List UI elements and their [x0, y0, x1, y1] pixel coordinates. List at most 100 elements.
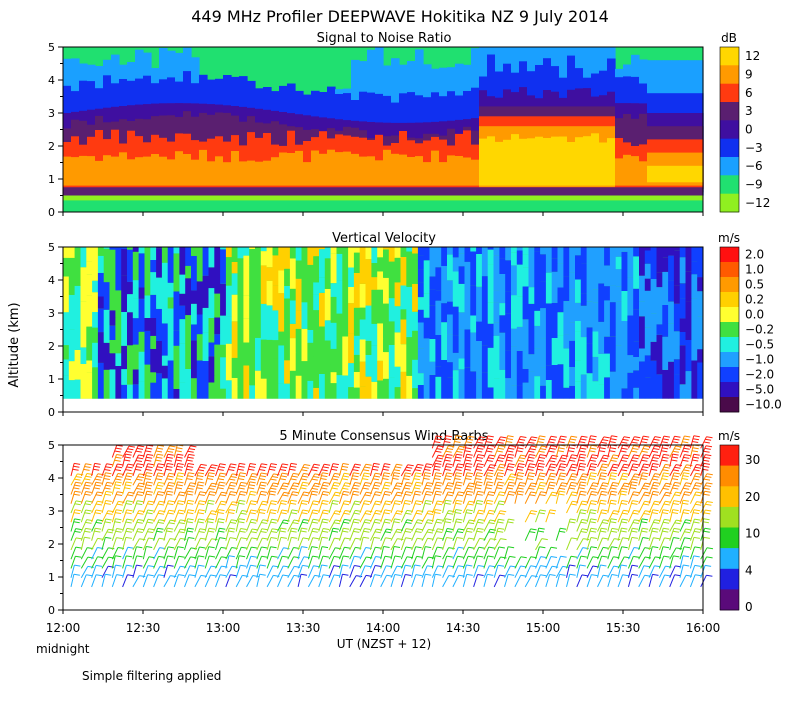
- velocity-cell: [587, 360, 593, 373]
- wind-barb: [484, 566, 495, 578]
- snr-cell: [615, 158, 624, 185]
- wind-barb: [649, 520, 660, 532]
- velocity-cell: [325, 247, 331, 258]
- colorbar-label: 9: [745, 68, 753, 82]
- velocity-cell: [546, 303, 552, 336]
- snr-cell: [479, 139, 488, 186]
- velocity-cell: [331, 297, 337, 323]
- velocity-cell: [168, 309, 174, 325]
- velocity-cell: [523, 268, 529, 287]
- wind-barb: [123, 547, 134, 559]
- velocity-cell: [657, 324, 663, 335]
- velocity-cell: [401, 247, 407, 257]
- wind-barb: [556, 483, 568, 495]
- velocity-cell: [86, 373, 92, 399]
- velocity-cell: [366, 280, 372, 306]
- velocity-cell: [133, 318, 139, 345]
- velocity-cell: [401, 309, 407, 319]
- wind-barb: [598, 500, 607, 513]
- wind-barb: [505, 566, 517, 578]
- velocity-cell: [430, 290, 436, 306]
- snr-cell: [591, 133, 600, 185]
- wind-barb: [257, 556, 268, 568]
- velocity-cell: [494, 323, 500, 336]
- velocity-cell: [627, 355, 633, 373]
- velocity-cell: [383, 352, 389, 379]
- velocity-cell: [342, 376, 348, 399]
- velocity-cell: [174, 253, 180, 291]
- figure-title: 449 MHz Profiler DEEPWAVE Hokitika NZ 9 …: [191, 7, 609, 26]
- velocity-cell: [197, 334, 203, 360]
- colorbar-label: 20: [745, 490, 760, 504]
- velocity-cell: [121, 385, 127, 399]
- velocity-cell: [325, 258, 331, 270]
- velocity-cell: [174, 377, 180, 389]
- velocity-cell: [156, 373, 162, 399]
- snr-cell: [191, 160, 200, 186]
- velocity-cell: [406, 376, 412, 399]
- velocity-cell: [505, 260, 511, 292]
- wind-barb: [546, 575, 556, 587]
- wind-barb: [205, 547, 215, 560]
- velocity-cell: [366, 259, 372, 279]
- velocity-cell: [645, 328, 651, 356]
- wind-barb: [587, 510, 596, 523]
- y-tick-label: 4: [48, 74, 55, 87]
- wind-barb: [432, 463, 441, 476]
- velocity-cell: [185, 247, 191, 266]
- wind-barb: [432, 574, 441, 587]
- velocity-cell: [540, 386, 546, 399]
- velocity-cell: [453, 272, 459, 307]
- velocity-cell: [209, 247, 215, 267]
- wind-barb: [494, 575, 506, 587]
- wind-barb: [494, 511, 506, 523]
- velocity-cell: [482, 247, 488, 276]
- velocity-cell: [465, 293, 471, 329]
- velocity-cell: [354, 336, 360, 355]
- snr-cell: [343, 152, 352, 186]
- wind-barb: [567, 574, 576, 587]
- snr-cell: [375, 160, 384, 185]
- velocity-cell: [488, 250, 494, 265]
- velocity-cell: [255, 338, 261, 371]
- wind-barb: [670, 501, 680, 513]
- velocity-cell: [575, 361, 581, 382]
- velocity-cell: [494, 290, 500, 303]
- wind-barb: [112, 575, 122, 587]
- velocity-cell: [104, 249, 110, 282]
- velocity-cell: [325, 289, 331, 320]
- snr-cell: [423, 162, 432, 186]
- velocity-cell: [575, 247, 581, 255]
- y-tick-label: 1: [48, 373, 55, 386]
- velocity-cell: [430, 247, 436, 276]
- wind-barb: [226, 575, 237, 587]
- velocity-cell: [127, 282, 133, 294]
- y-tick-label: 0: [48, 206, 55, 219]
- wind-barb: [401, 575, 411, 587]
- velocity-cell: [267, 340, 273, 372]
- y-tick-label: 4: [48, 472, 55, 485]
- velocity-cell: [453, 307, 459, 336]
- velocity-cell: [174, 389, 180, 399]
- velocity-cell: [441, 266, 447, 303]
- velocity-cell: [505, 378, 511, 399]
- wind-barb: [598, 520, 610, 532]
- snr-cell: [103, 155, 112, 185]
- velocity-cell: [267, 306, 273, 340]
- velocity-cell: [290, 300, 296, 324]
- velocity-cell: [412, 360, 418, 388]
- velocity-cell: [98, 273, 104, 297]
- velocity-cell: [342, 275, 348, 307]
- velocity-cell: [226, 380, 232, 399]
- velocity-cell: [680, 345, 686, 384]
- velocity-cell: [488, 302, 494, 323]
- velocity-cell: [168, 247, 174, 283]
- wind-barb: [474, 473, 483, 486]
- velocity-cell: [418, 373, 424, 385]
- velocity-cell: [214, 334, 220, 344]
- wind-barb: [164, 454, 174, 467]
- velocity-cell: [505, 351, 511, 378]
- velocity-cell: [249, 385, 255, 399]
- velocity-cell: [639, 349, 645, 362]
- velocity-cell: [371, 290, 377, 324]
